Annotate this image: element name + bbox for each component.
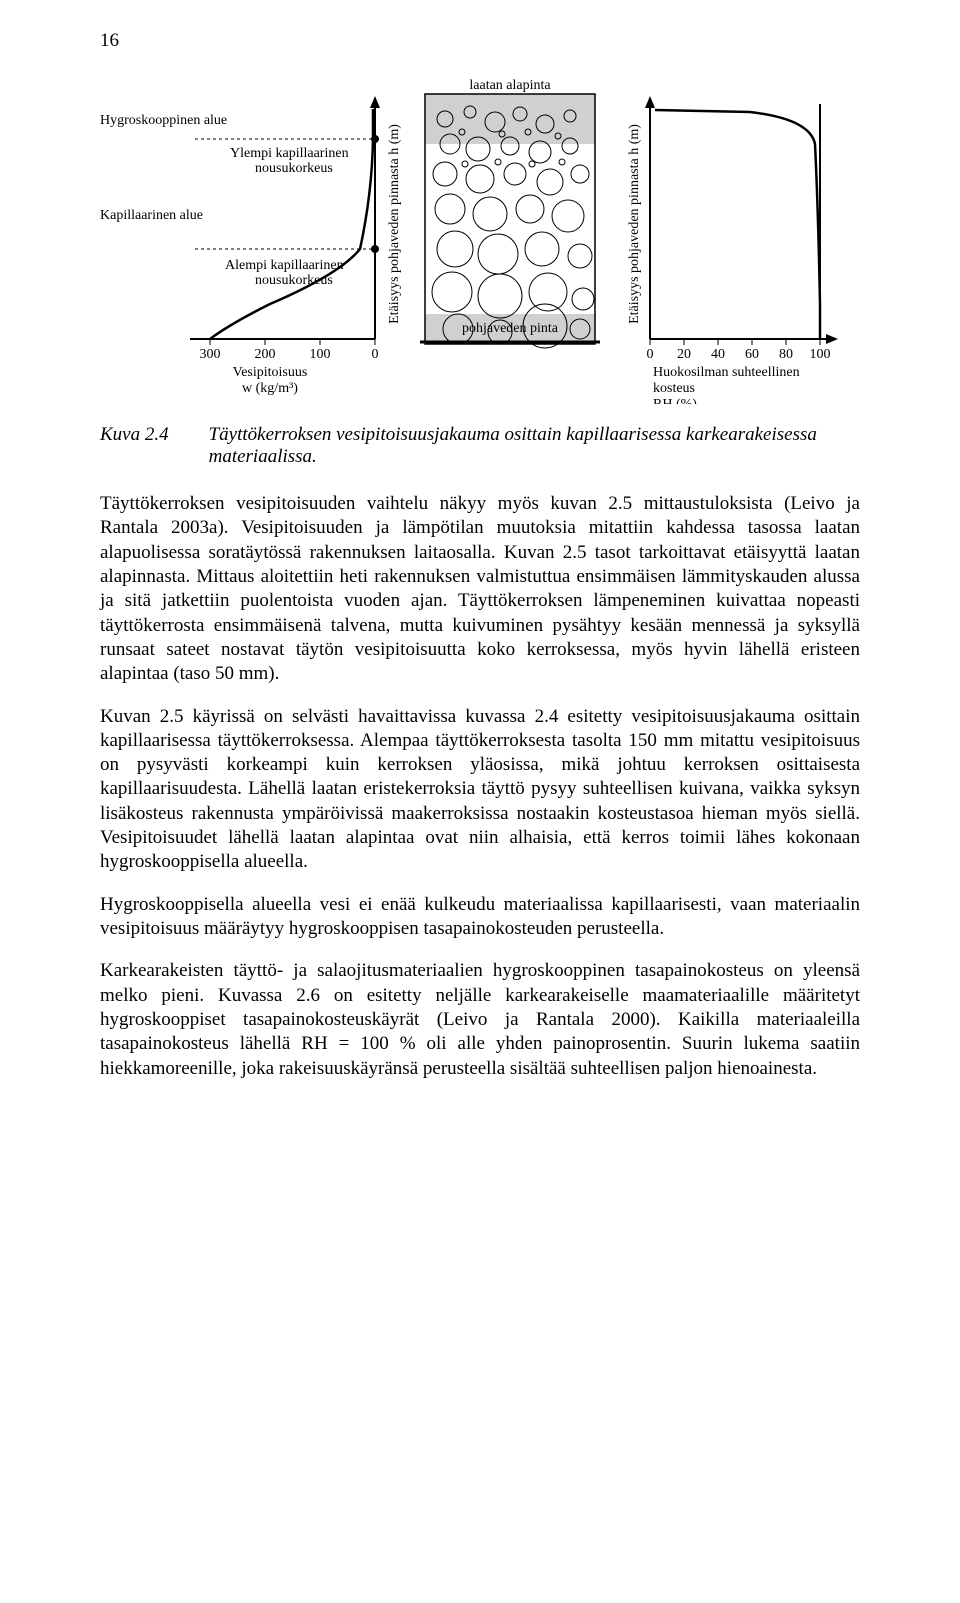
right-axis-label2: kosteus [653,381,695,396]
region-hygroscopic: Hygroskooppinen alue [100,113,227,128]
paragraph-1: Täyttökerroksen vesipitoisuuden vaihtelu… [100,492,860,687]
paragraph-2: Kuvan 2.5 käyrissä on selvästi havaittav… [100,705,860,875]
y-axis-label-right: Etäisyys pohjaveden pinnasta h (m) [627,124,642,324]
left-axis-label1: Vesipitoisuus [233,365,308,380]
caption-text: Täyttökerroksen vesipitoisuusjakauma osi… [209,424,860,468]
left-tick-200: 200 [255,347,276,362]
region-upper-cap: Ylempi kapillaarinen [230,146,349,161]
left-tick-300: 300 [200,347,221,362]
right-tick-40: 40 [711,347,725,362]
figure-caption: Kuva 2.4 Täyttökerroksen vesipitoisuusja… [100,424,860,468]
page-number: 16 [100,30,860,52]
right-tick-100: 100 [810,347,831,362]
y-axis-label-left: Etäisyys pohjaveden pinnasta h (m) [387,124,402,324]
paragraph-4: Karkearakeisten täyttö- ja salaojitusmat… [100,959,860,1081]
region-lower-cap: Alempi kapillaarinen [225,258,344,273]
left-tick-100: 100 [310,347,331,362]
right-tick-80: 80 [779,347,793,362]
figure-diagram: 300 200 100 0 Vesipitoisuus w (kg/m³) Et… [100,64,860,404]
right-axis-label3: RH (%) [653,397,697,404]
left-axis-label2: w (kg/m³) [242,381,298,396]
right-axis-label1: Huokosilman suhteellinen [653,365,800,380]
right-tick-60: 60 [745,347,759,362]
region-rise-lower: nousukorkeus [255,273,333,288]
center-bottom-label: pohjaveden pinta [462,321,559,336]
caption-label: Kuva 2.4 [100,424,169,468]
right-tick-0: 0 [647,347,654,362]
right-tick-20: 20 [677,347,691,362]
left-tick-0: 0 [372,347,379,362]
region-rise-upper: nousukorkeus [255,161,333,176]
paragraph-3: Hygroskooppisella alueella vesi ei enää … [100,893,860,942]
region-capillary: Kapillaarinen alue [100,208,203,223]
center-top-label: laatan alapinta [469,78,551,93]
